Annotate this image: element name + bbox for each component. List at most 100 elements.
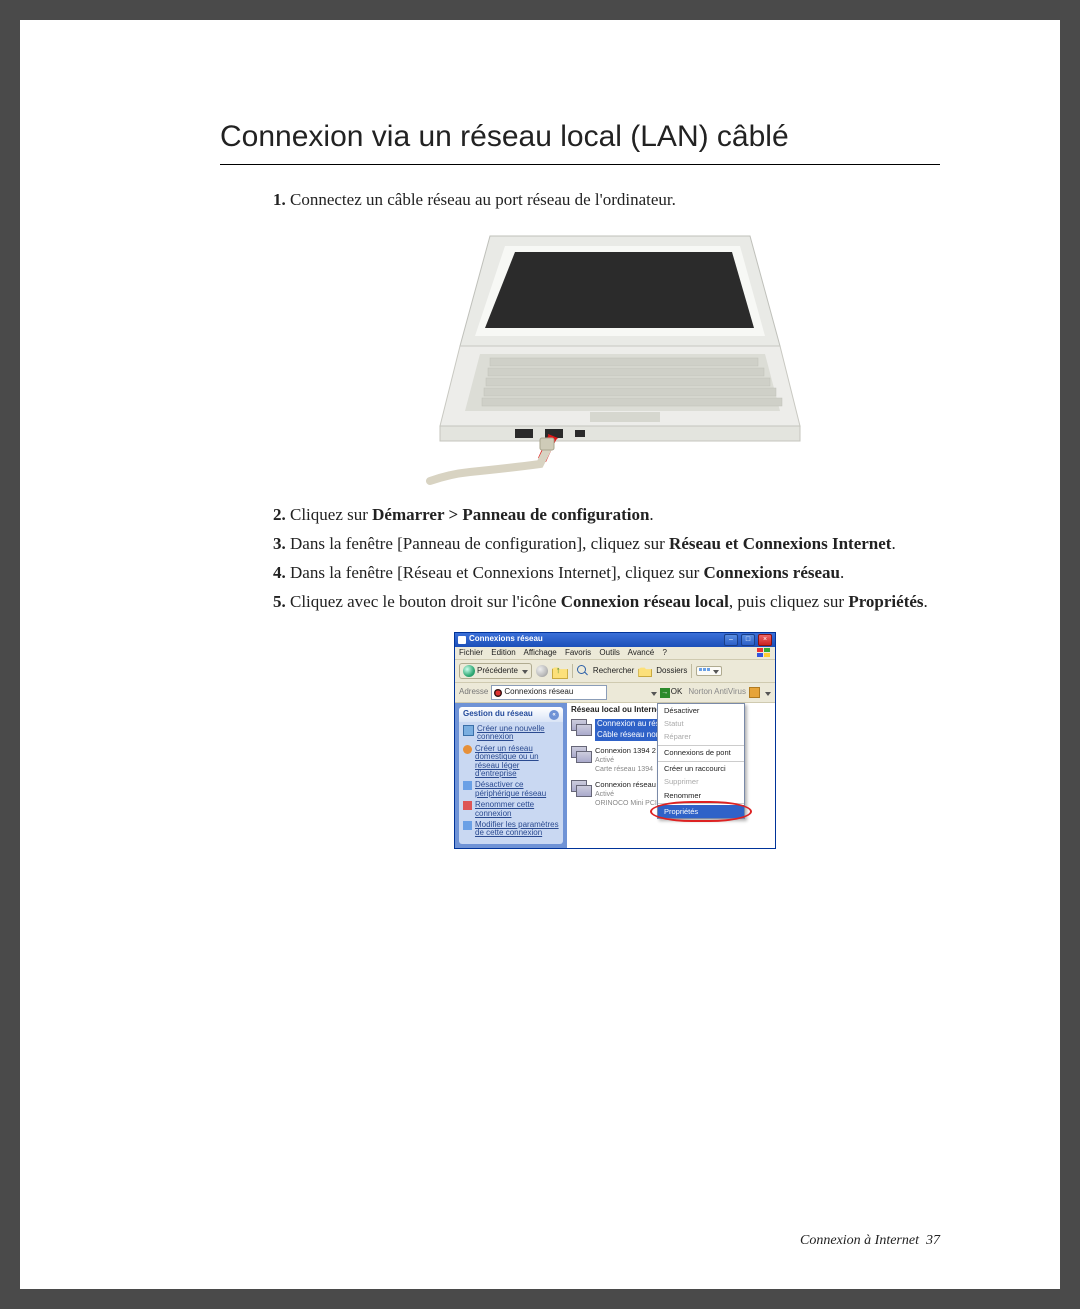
step-5-post: . bbox=[924, 592, 928, 611]
sidebar-item-rename[interactable]: Renommer cette connexion bbox=[463, 801, 559, 818]
step-5-bold1: Connexion réseau local bbox=[561, 592, 729, 611]
laptop-illustration bbox=[420, 226, 810, 486]
menu-bar: Fichier Edition Affichage Favoris Outils… bbox=[455, 647, 775, 661]
up-folder-button[interactable] bbox=[552, 663, 568, 679]
windows-flag-icon bbox=[757, 648, 771, 658]
ctx-delete[interactable]: Supprimer bbox=[658, 776, 744, 789]
new-connection-icon bbox=[463, 725, 474, 736]
home-network-icon bbox=[463, 745, 472, 754]
sidebar-item-label: Modifier les paramètres de cette connexi… bbox=[475, 821, 559, 838]
address-label: Adresse bbox=[459, 687, 488, 698]
tasks-sidebar: Gestion du réseau « Créer une nouvelle c… bbox=[455, 703, 567, 847]
back-arrow-icon bbox=[463, 665, 475, 677]
ctx-status[interactable]: Statut bbox=[658, 717, 744, 730]
step-5: Cliquez avec le bouton droit sur l'icône… bbox=[290, 591, 940, 849]
folders-button[interactable]: Dossiers bbox=[656, 666, 687, 677]
ctx-properties[interactable]: Propriétés bbox=[658, 805, 744, 818]
back-dropdown-icon bbox=[522, 670, 528, 674]
back-button[interactable]: Précédente bbox=[459, 663, 532, 679]
forward-button[interactable] bbox=[536, 665, 548, 677]
footer-page-number: 37 bbox=[926, 1233, 940, 1248]
menu-edit[interactable]: Edition bbox=[491, 648, 515, 657]
search-icon bbox=[577, 665, 589, 677]
page-footer: Connexion à Internet 37 bbox=[800, 1233, 940, 1249]
menu-items: Fichier Edition Affichage Favoris Outils… bbox=[459, 648, 673, 659]
sidebar-item-label: Créer une nouvelle connexion bbox=[477, 725, 559, 742]
sidebar-header-text: Gestion du réseau bbox=[463, 709, 533, 720]
menu-file[interactable]: Fichier bbox=[459, 648, 483, 657]
sidebar-item-label: Désactiver ce périphérique réseau bbox=[475, 781, 559, 798]
sidebar-list: Créer une nouvelle connexion Créer un ré… bbox=[459, 722, 563, 844]
sidebar-item-home-network[interactable]: Créer un réseau domestique ou un réseau … bbox=[463, 745, 559, 779]
menu-help[interactable]: ? bbox=[662, 648, 666, 657]
antivirus-label: Norton AntiVirus bbox=[688, 687, 746, 698]
context-menu-wrap: Désactiver Statut Réparer Connexions de … bbox=[657, 703, 745, 819]
close-button[interactable]: × bbox=[758, 634, 772, 646]
sidebar-header[interactable]: Gestion du réseau « bbox=[459, 707, 563, 722]
sidebar-item-label: Renommer cette connexion bbox=[475, 801, 559, 818]
collapse-icon[interactable]: « bbox=[549, 710, 559, 720]
title-rule bbox=[220, 164, 940, 165]
sidebar-item-new-connection[interactable]: Créer une nouvelle connexion bbox=[463, 725, 559, 742]
go-arrow-icon: → bbox=[660, 688, 670, 698]
sidebar-item-settings[interactable]: Modifier les paramètres de cette connexi… bbox=[463, 821, 559, 838]
step-5-mid: , puis cliquez sur bbox=[729, 592, 848, 611]
menu-fav[interactable]: Favoris bbox=[565, 648, 591, 657]
address-dropdown-icon[interactable] bbox=[651, 692, 657, 696]
address-field[interactable]: Connexions réseau bbox=[491, 685, 607, 700]
sidebar-item-label: Créer un réseau domestique ou un réseau … bbox=[475, 745, 559, 779]
minimize-button[interactable]: – bbox=[724, 634, 738, 646]
back-label: Précédente bbox=[477, 666, 518, 677]
step-2-pre: Cliquez sur bbox=[290, 505, 372, 524]
xp-window: Connexions réseau – □ × Fichier Edition … bbox=[454, 632, 776, 849]
menu-tools[interactable]: Outils bbox=[599, 648, 619, 657]
maximize-button[interactable]: □ bbox=[741, 634, 755, 646]
antivirus-icon[interactable] bbox=[749, 687, 760, 698]
views-button[interactable] bbox=[696, 666, 722, 676]
step-1-text: Connectez un câble réseau au port réseau… bbox=[290, 190, 676, 209]
step-2-post: . bbox=[649, 505, 653, 524]
screenshot-figure: Connexions réseau – □ × Fichier Edition … bbox=[290, 632, 940, 849]
step-5-pre: Cliquez avec le bouton droit sur l'icône bbox=[290, 592, 561, 611]
step-4-bold: Connexions réseau bbox=[704, 563, 840, 582]
views-dropdown-icon bbox=[713, 670, 719, 674]
go-label: OK bbox=[671, 687, 683, 698]
window-title: Connexions réseau bbox=[469, 634, 721, 645]
step-4-pre: Dans la fenêtre [Réseau et Connexions In… bbox=[290, 563, 704, 582]
connection-icon bbox=[571, 719, 591, 737]
document-page: Connexion via un réseau local (LAN) câbl… bbox=[20, 20, 1060, 1289]
search-button[interactable]: Rechercher bbox=[593, 666, 634, 677]
ctx-bridge[interactable]: Connexions de pont bbox=[658, 747, 744, 760]
address-bar: Adresse Connexions réseau → OK Norton An… bbox=[455, 683, 775, 703]
ctx-disable[interactable]: Désactiver bbox=[658, 704, 744, 717]
connection-icon bbox=[571, 746, 591, 764]
window-titlebar[interactable]: Connexions réseau – □ × bbox=[455, 633, 775, 647]
step-3-pre: Dans la fenêtre [Panneau de configuratio… bbox=[290, 534, 669, 553]
laptop-figure bbox=[290, 226, 940, 486]
step-4: Dans la fenêtre [Réseau et Connexions In… bbox=[290, 562, 940, 585]
toolbar-separator bbox=[572, 664, 573, 678]
antivirus-dropdown-icon[interactable] bbox=[765, 692, 771, 696]
step-2-bold: Démarrer > Panneau de configuration bbox=[372, 505, 649, 524]
menu-view[interactable]: Affichage bbox=[524, 648, 557, 657]
step-3: Dans la fenêtre [Panneau de configuratio… bbox=[290, 533, 940, 556]
footer-label: Connexion à Internet bbox=[800, 1233, 919, 1248]
steps-list: Connectez un câble réseau au port réseau… bbox=[220, 189, 940, 849]
rename-icon bbox=[463, 801, 472, 810]
step-1: Connectez un câble réseau au port réseau… bbox=[290, 189, 940, 486]
address-field-icon bbox=[494, 689, 502, 697]
toolbar: Précédente Rechercher Dossiers bbox=[455, 660, 775, 683]
ctx-repair[interactable]: Réparer bbox=[658, 731, 744, 744]
step-2: Cliquez sur Démarrer > Panneau de config… bbox=[290, 504, 940, 527]
go-button[interactable]: → OK bbox=[660, 687, 683, 698]
context-menu: Désactiver Statut Réparer Connexions de … bbox=[657, 703, 745, 819]
folders-icon bbox=[638, 665, 652, 677]
ctx-shortcut[interactable]: Créer un raccourci bbox=[658, 763, 744, 776]
step-3-bold: Réseau et Connexions Internet bbox=[669, 534, 891, 553]
connections-pane: Réseau local ou Internet à haute vitesse… bbox=[567, 703, 775, 847]
sidebar-item-disable[interactable]: Désactiver ce périphérique réseau bbox=[463, 781, 559, 798]
window-icon bbox=[458, 636, 466, 644]
disable-device-icon bbox=[463, 781, 472, 790]
menu-adv[interactable]: Avancé bbox=[628, 648, 655, 657]
step-4-post: . bbox=[840, 563, 844, 582]
